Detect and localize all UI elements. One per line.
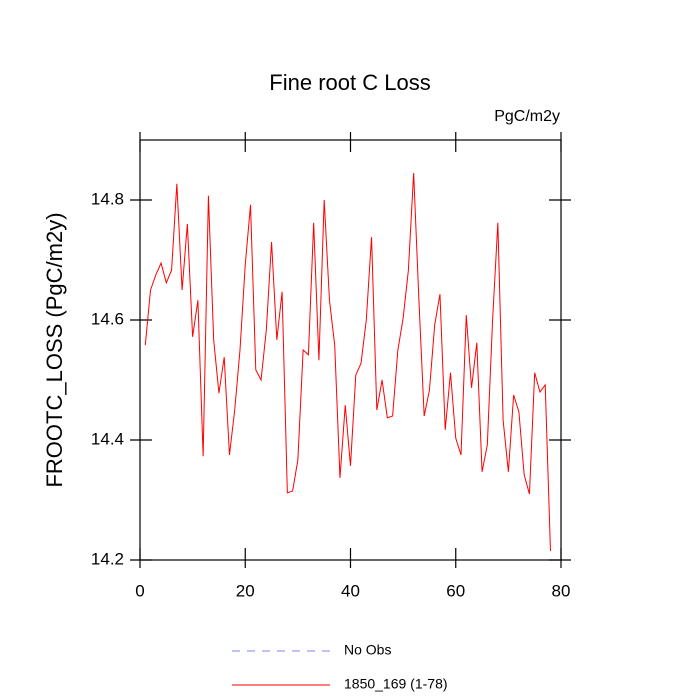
y-tick-label: 14.4 xyxy=(91,429,124,448)
legend-label: 1850_169 (1-78) xyxy=(344,676,448,692)
units-label: PgC/m2y xyxy=(494,108,560,125)
y-tick-label: 14.2 xyxy=(91,549,124,568)
y-tick-label: 14.6 xyxy=(91,309,124,328)
x-tick-label: 20 xyxy=(236,581,255,600)
legend-label: No Obs xyxy=(344,642,391,658)
x-tick-label: 40 xyxy=(341,581,360,600)
data-line xyxy=(144,172,551,552)
x-tick-label: 0 xyxy=(135,581,144,600)
x-tick-label: 60 xyxy=(446,581,465,600)
y-axis-label: FROOTC_LOSS (PgC/m2y) xyxy=(42,212,67,487)
x-tick-label: 80 xyxy=(552,581,571,600)
y-tick-label: 14.8 xyxy=(91,189,124,208)
chart-title: Fine root C Loss xyxy=(269,70,430,95)
